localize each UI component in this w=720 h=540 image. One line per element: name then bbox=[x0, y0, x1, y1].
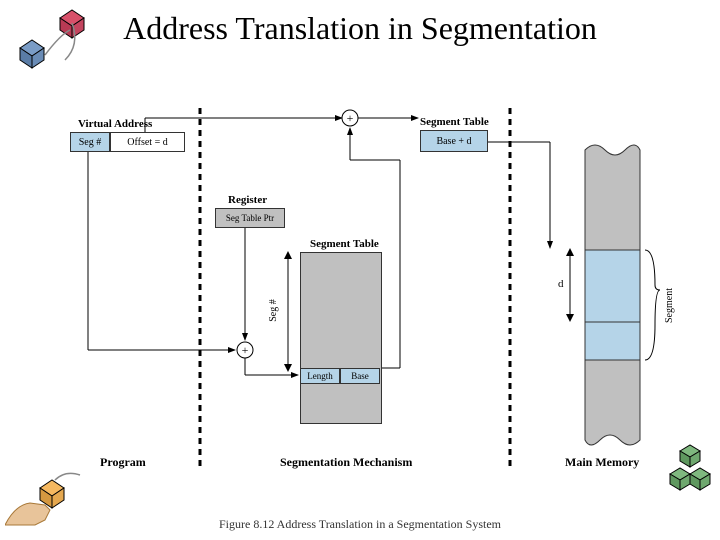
page-title: Address Translation in Segmentation bbox=[0, 10, 720, 47]
memory-d-label: d bbox=[558, 278, 564, 290]
section-mechanism: Segmentation Mechanism bbox=[280, 455, 412, 470]
offset-text: Offset = d bbox=[127, 137, 167, 148]
seg-table-ptr-text: Seg Table Ptr bbox=[226, 213, 274, 223]
virtual-address-label: Virtual Address bbox=[78, 118, 152, 130]
seg-number-text: Seg # bbox=[79, 137, 102, 148]
register-label: Register bbox=[228, 194, 267, 206]
figure-caption: Figure 8.12 Address Translation in a Seg… bbox=[0, 517, 720, 532]
segtable-length-cell: Length bbox=[300, 368, 340, 384]
segtable-base-text: Base bbox=[351, 371, 369, 381]
base-plus-d-box: Base + d bbox=[420, 130, 488, 152]
svg-text:+: + bbox=[347, 111, 354, 125]
segment-table-top-label: Segment Table bbox=[420, 116, 489, 128]
seg-axis-label: Seg # bbox=[268, 299, 279, 322]
section-memory: Main Memory bbox=[565, 455, 639, 470]
memory-segment-label: Segment bbox=[664, 288, 675, 323]
offset-box: Offset = d bbox=[110, 132, 185, 152]
section-program: Program bbox=[100, 455, 146, 470]
segment-table-title: Segment Table bbox=[310, 238, 379, 250]
base-plus-d-text: Base + d bbox=[436, 136, 471, 147]
seg-table-ptr-box: Seg Table Ptr bbox=[215, 208, 285, 228]
seg-number-box: Seg # bbox=[70, 132, 110, 152]
svg-text:+: + bbox=[242, 343, 249, 357]
diagram-area: + + Virtual A bbox=[40, 100, 680, 500]
segtable-length-text: Length bbox=[307, 371, 333, 381]
segment-table-box bbox=[300, 252, 382, 424]
segtable-base-cell: Base bbox=[340, 368, 380, 384]
